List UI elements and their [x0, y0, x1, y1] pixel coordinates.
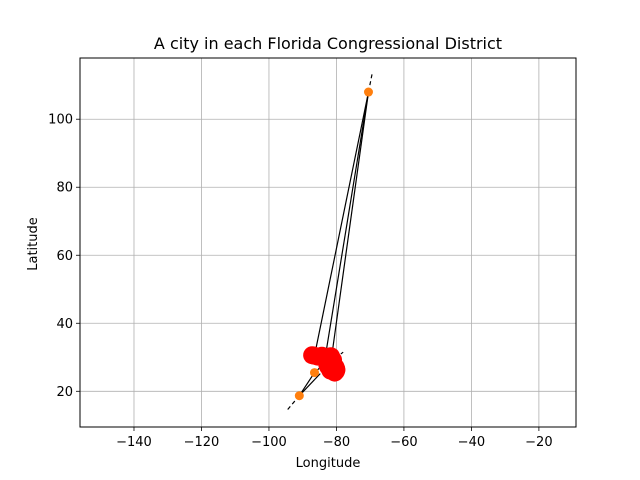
y-tick-label: 80 — [56, 181, 73, 196]
x-axis-label: Longitude — [296, 456, 361, 471]
extreme-point — [363, 87, 373, 97]
x-tick-label: −140 — [116, 435, 152, 450]
connection-line — [329, 91, 370, 366]
y-axis-label: Latitude — [26, 217, 41, 271]
axes-frame — [79, 57, 577, 428]
y-tick-label: 20 — [56, 385, 73, 400]
x-tick-label: −120 — [184, 435, 220, 450]
grid-lines — [80, 58, 576, 427]
y-tick-label: 60 — [56, 249, 73, 264]
x-tick-label: −60 — [390, 435, 417, 450]
connection-line — [298, 373, 321, 397]
x-axis-ticks: −140 −120 −100 −80 −60 −40 −20 — [116, 427, 553, 450]
x-tick-label: −40 — [458, 435, 485, 450]
x-tick-label: −80 — [323, 435, 350, 450]
x-tick-label: −20 — [525, 435, 552, 450]
city-marker — [327, 360, 346, 379]
plot-series — [285, 71, 374, 413]
plot-area — [79, 57, 577, 428]
connection-line — [324, 91, 370, 361]
x-tick-label: −100 — [251, 435, 287, 450]
connection-line — [298, 372, 316, 397]
extreme-point — [310, 368, 320, 378]
y-axis-ticks: 20 40 60 80 100 — [48, 113, 80, 400]
y-tick-label: 100 — [48, 113, 73, 128]
y-tick-label: 40 — [56, 317, 73, 332]
chart-title: A city in each Florida Congressional Dis… — [154, 34, 502, 53]
extreme-point — [294, 391, 304, 401]
connection-line — [313, 91, 370, 356]
